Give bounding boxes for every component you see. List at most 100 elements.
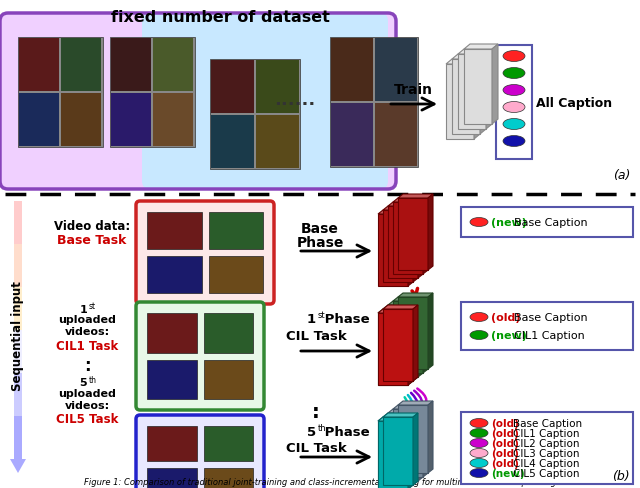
Polygon shape bbox=[408, 210, 413, 286]
Polygon shape bbox=[378, 313, 408, 385]
Polygon shape bbox=[398, 293, 433, 297]
Polygon shape bbox=[383, 210, 413, 283]
Polygon shape bbox=[383, 305, 418, 309]
Text: 1: 1 bbox=[307, 312, 316, 325]
Text: Base: Base bbox=[301, 222, 339, 236]
Polygon shape bbox=[413, 305, 418, 381]
Polygon shape bbox=[388, 305, 418, 377]
Bar bbox=[331, 104, 373, 167]
Text: (old): (old) bbox=[491, 312, 520, 323]
Polygon shape bbox=[418, 302, 423, 377]
Bar bbox=[147, 257, 202, 293]
Polygon shape bbox=[383, 206, 418, 210]
Bar bbox=[147, 313, 196, 353]
Polygon shape bbox=[408, 417, 413, 488]
Polygon shape bbox=[408, 417, 413, 488]
FancyBboxPatch shape bbox=[461, 303, 633, 350]
Text: fixed number of dataset: fixed number of dataset bbox=[111, 10, 330, 25]
Bar bbox=[111, 94, 151, 147]
Polygon shape bbox=[413, 206, 418, 283]
Ellipse shape bbox=[503, 85, 525, 96]
Polygon shape bbox=[378, 421, 408, 488]
Text: Base Task: Base Task bbox=[58, 234, 127, 246]
Text: th: th bbox=[89, 375, 97, 384]
Ellipse shape bbox=[470, 439, 488, 447]
Text: Phase: Phase bbox=[320, 425, 370, 438]
Text: st: st bbox=[89, 302, 96, 310]
Ellipse shape bbox=[503, 68, 525, 80]
Text: uploaded: uploaded bbox=[58, 388, 116, 398]
Polygon shape bbox=[378, 309, 413, 313]
Bar bbox=[147, 426, 196, 461]
Text: 5: 5 bbox=[307, 425, 316, 438]
Text: (new): (new) bbox=[491, 468, 525, 478]
Text: (old): (old) bbox=[491, 448, 519, 458]
Polygon shape bbox=[458, 50, 492, 55]
Polygon shape bbox=[383, 309, 413, 381]
Text: videos:: videos: bbox=[65, 326, 109, 336]
Bar bbox=[147, 213, 202, 249]
Ellipse shape bbox=[470, 218, 488, 227]
Text: (a): (a) bbox=[612, 169, 630, 182]
Text: CIL Task: CIL Task bbox=[285, 329, 346, 342]
Bar bbox=[210, 60, 300, 170]
Polygon shape bbox=[383, 413, 418, 417]
Polygon shape bbox=[413, 305, 418, 381]
Polygon shape bbox=[428, 293, 433, 369]
Text: (b): (b) bbox=[612, 469, 630, 482]
Text: (new): (new) bbox=[491, 330, 527, 340]
Polygon shape bbox=[388, 203, 423, 206]
Polygon shape bbox=[378, 210, 413, 215]
Polygon shape bbox=[398, 195, 433, 199]
Ellipse shape bbox=[503, 102, 525, 113]
Polygon shape bbox=[383, 417, 413, 485]
Ellipse shape bbox=[470, 331, 488, 340]
Bar bbox=[331, 39, 373, 102]
Text: CIL2 Caption: CIL2 Caption bbox=[513, 438, 580, 448]
Ellipse shape bbox=[470, 313, 488, 322]
Polygon shape bbox=[446, 60, 480, 65]
Polygon shape bbox=[413, 413, 418, 485]
Bar bbox=[14, 416, 22, 460]
Polygon shape bbox=[474, 60, 480, 140]
Polygon shape bbox=[378, 417, 413, 421]
Polygon shape bbox=[378, 215, 408, 286]
FancyBboxPatch shape bbox=[496, 46, 532, 160]
Text: (old): (old) bbox=[491, 458, 519, 468]
Ellipse shape bbox=[470, 448, 488, 458]
Polygon shape bbox=[383, 305, 418, 309]
Bar bbox=[375, 39, 417, 102]
Text: st: st bbox=[318, 310, 326, 319]
Text: CIL1 Caption: CIL1 Caption bbox=[513, 428, 580, 438]
Polygon shape bbox=[383, 413, 418, 417]
Polygon shape bbox=[413, 413, 418, 485]
Ellipse shape bbox=[503, 136, 525, 147]
Text: 1: 1 bbox=[79, 305, 87, 314]
FancyBboxPatch shape bbox=[461, 412, 633, 484]
Bar bbox=[330, 38, 418, 168]
Polygon shape bbox=[452, 60, 480, 135]
Text: Base Caption: Base Caption bbox=[513, 418, 582, 428]
FancyBboxPatch shape bbox=[461, 207, 633, 238]
Bar bbox=[14, 244, 22, 288]
Polygon shape bbox=[393, 409, 423, 477]
Bar bbox=[204, 313, 253, 353]
Text: CIL3 Caption: CIL3 Caption bbox=[513, 448, 580, 458]
FancyBboxPatch shape bbox=[142, 14, 388, 190]
Text: th: th bbox=[318, 423, 326, 432]
Polygon shape bbox=[418, 409, 423, 481]
Polygon shape bbox=[428, 401, 433, 473]
Polygon shape bbox=[378, 313, 408, 385]
Text: Figure 1: Comparison of traditional joint-training and class-incremental learnin: Figure 1: Comparison of traditional join… bbox=[84, 477, 556, 486]
Text: Base Caption: Base Caption bbox=[514, 218, 588, 227]
Text: (old): (old) bbox=[491, 418, 519, 428]
Polygon shape bbox=[480, 55, 486, 135]
Text: 5: 5 bbox=[79, 377, 87, 387]
Bar bbox=[19, 39, 59, 92]
Polygon shape bbox=[423, 199, 428, 274]
Text: Base Caption: Base Caption bbox=[514, 312, 588, 323]
Text: Video data:: Video data: bbox=[54, 220, 130, 232]
Bar bbox=[211, 116, 254, 169]
Polygon shape bbox=[398, 297, 428, 369]
Bar bbox=[19, 94, 59, 147]
